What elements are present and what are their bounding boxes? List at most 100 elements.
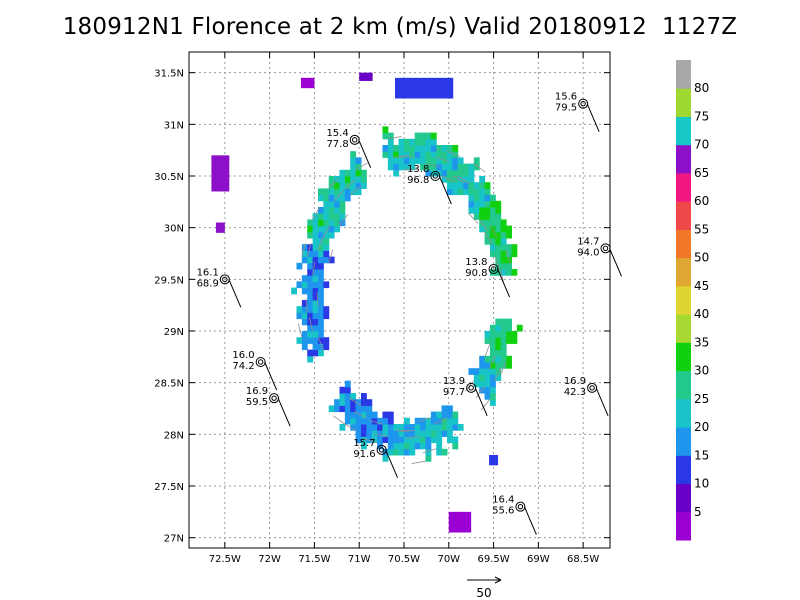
wind-barb [406,436,421,439]
wind-speed-cell [500,355,507,363]
wind-speed-cell [312,238,319,245]
eye-fix-circle-inner [490,266,497,272]
wind-speed-cells [211,72,523,533]
wind-speed-cell [382,151,389,158]
y-tick-label: 27N [164,534,184,545]
wind-speed-cell [495,231,502,239]
wind-speed-cell [414,442,421,450]
wind-speed-cell [377,424,383,431]
wind-speed-cell [344,194,351,202]
wind-speed-cell [436,448,443,456]
wind-speed-cell [436,442,443,450]
wind-speed-cell [312,300,319,307]
wind-speed-cell [484,207,491,214]
wind-speed-cell [360,176,367,183]
wind-speed-cell [430,411,437,419]
wind-speed-cell [489,399,496,406]
wind-speed-cell [473,200,480,208]
wind-speed-cell [382,455,389,462]
wind-barb [425,163,440,167]
wind-speed-cell [484,225,491,233]
colorbar-label: 65 [694,166,709,180]
wind-barb [411,460,426,465]
wind-speed-cell [344,176,351,183]
wind-speed-cell [334,405,340,413]
colorbar-segment [676,455,691,485]
wind-speed-cell [484,219,491,227]
wind-speed-cell [377,417,383,425]
wind-speed-cell [441,176,448,183]
wind-speed-cell [296,281,303,289]
wind-barb [328,249,334,263]
wind-speed-cell [479,188,486,196]
wind-speed-cell [495,324,502,332]
wind-speed-cell [446,411,453,419]
eye-fix-barb [385,449,399,479]
wind-barb [398,155,413,158]
x-tick-label: 71.5W [298,554,330,565]
eye-fix-circle-inner [580,100,586,107]
eye-fix-value2: 90.8 [465,268,487,279]
wind-speed-cell [506,355,512,363]
colorbar-label: 20 [694,420,709,434]
wind-speed-cell [387,424,394,431]
wind-speed-cell [323,306,330,313]
wind-speed-cell [393,430,400,437]
wind-barb [494,256,500,271]
colorbar-segment [676,314,691,343]
wind-speed-cell [500,343,507,351]
wind-speed-cell [403,138,410,146]
wind-speed-cell [393,145,400,152]
wind-speed-cell [371,411,378,419]
wind-speed-cell [323,213,330,220]
wind-speed-cell [468,188,475,196]
wind-speed-cell [350,163,357,171]
wind-speed-cell [307,293,314,301]
wind-speed-cell [312,225,319,233]
wind-speed-cell [307,250,314,258]
eye-fix-circle-inner [517,503,524,510]
wind-barbs [297,136,511,465]
wind-speed-cell [479,194,486,202]
wind-speed-cell [393,151,400,158]
wind-speed-cell [473,213,480,220]
wind-speed-cell [414,157,421,165]
wind-speed-cell [355,163,362,171]
wind-speed-cell [414,417,421,425]
wind-speed-cell [484,200,491,208]
wind-speed-cell [317,275,324,282]
wind-speed-cell [452,424,459,431]
wind-speed-cell [500,349,507,357]
wind-speed-cell [425,151,432,158]
wind-speed-cell [387,138,394,146]
wind-barb [422,448,437,454]
wind-speed-cell [382,424,389,431]
eye-fix-value: 16.9 [564,376,586,387]
eye-fix: 16.168.9 [197,267,242,308]
wind-speed-cell [403,157,410,165]
grid-lines [189,52,610,548]
wind-speed-cell [489,207,496,214]
wind-speed-cell [500,262,507,270]
eye-fix-barb [586,103,600,132]
wind-speed-cell [301,281,308,289]
wind-speed-cell [344,380,351,388]
chart-title: 180912N1 Florence at 2 km (m/s) Valid 20… [62,14,738,40]
wind-speed-cell [328,405,335,413]
wind-speed-cell [360,430,367,437]
wind-speed-cell [317,331,324,338]
wind-speed-cell [500,244,507,251]
eye-fix-barb [277,397,291,427]
wind-speed-cell [307,324,314,332]
wind-speed-cell [387,442,394,450]
wind-barb [480,398,491,411]
wind-speed-cell [317,312,324,320]
wind-speed-cell [473,182,480,189]
wind-speed-cell [307,349,314,357]
wind-speed-cell [468,194,475,202]
wind-speed-cell [495,250,502,258]
wind-speed-cell [409,157,416,165]
eye-fix-barb [358,139,372,169]
wind-barb [434,417,448,425]
